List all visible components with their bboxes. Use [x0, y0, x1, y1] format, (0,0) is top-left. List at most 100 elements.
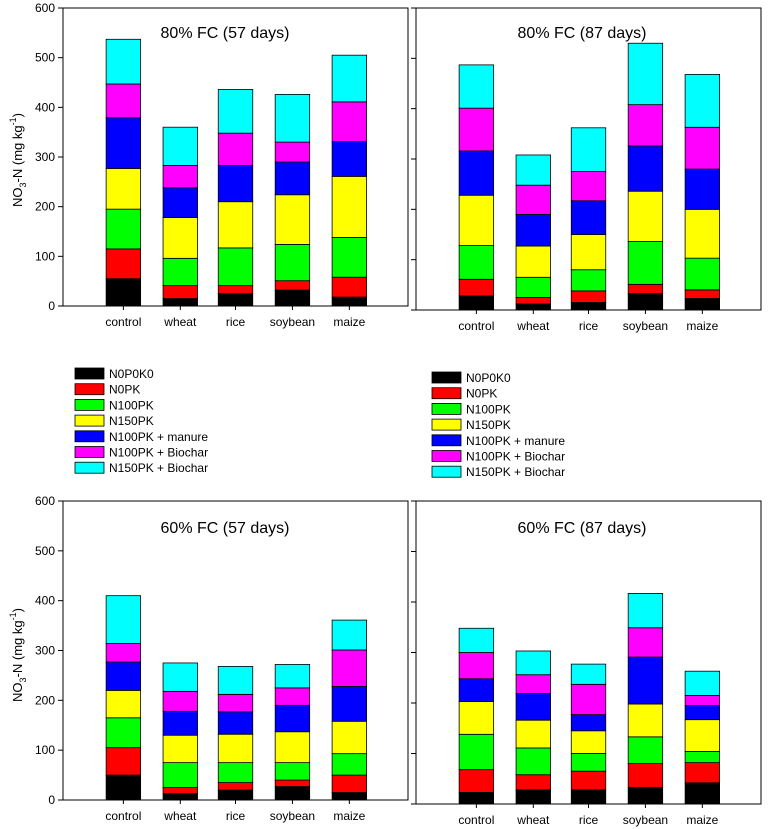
legend-swatch [74, 414, 105, 427]
bar-segment-control-3 [105, 168, 142, 210]
legend-swatch [431, 465, 462, 478]
bar-segment-rice-2 [217, 247, 254, 287]
bar-segment-rice-3 [570, 730, 607, 754]
bar-segment-rice-6 [217, 89, 254, 134]
y-tick-label: 300 [35, 150, 55, 164]
legend-swatch [74, 430, 105, 443]
bar-segment-soybean-3 [627, 703, 664, 738]
legend-swatch [431, 450, 462, 462]
x-tick-label: maize [333, 315, 365, 329]
legend-swatch [74, 383, 105, 396]
bar-segment-soybean-2 [627, 241, 664, 285]
bar-segment-soybean-4 [274, 161, 311, 196]
legend-label: N100PK + Biochar [109, 446, 208, 460]
bar-segment-rice-4 [217, 711, 254, 735]
bar-segment-wheat-0 [515, 303, 551, 311]
bar-segment-wheat-2 [515, 276, 551, 298]
bar-segment-rice-4 [570, 714, 607, 732]
x-tick-label: rice [579, 319, 599, 333]
legend-swatch [431, 418, 462, 431]
bar-segment-wheat-0 [515, 789, 551, 805]
bar-segment-soybean-3 [274, 731, 311, 764]
bar-segment-rice-2 [217, 762, 254, 783]
legend-swatch [431, 387, 462, 400]
chart-title: 60% FC (87 days) [518, 520, 647, 537]
bar-segment-control-3 [458, 194, 495, 246]
x-tick-label: soybean [623, 319, 668, 333]
bar-segment-wheat-2 [515, 747, 551, 776]
bar-segment-control-2 [458, 733, 495, 771]
x-tick-label: wheat [516, 319, 550, 333]
bar-segment-soybean-6 [627, 42, 664, 106]
y-tick-label: 300 [35, 644, 55, 658]
bar-segment-control-1 [105, 747, 142, 776]
x-tick-label: rice [579, 813, 599, 827]
bar-segment-soybean-5 [274, 687, 311, 706]
legend-label: N0PK [466, 387, 497, 401]
chart-title: 60% FC (57 days) [161, 520, 290, 537]
bar-segment-rice-4 [570, 200, 607, 235]
bar-segment-wheat-5 [515, 184, 551, 215]
bar-segment-rice-6 [570, 127, 607, 172]
y-tick-label: 400 [35, 594, 55, 608]
bar-segment-control-2 [105, 208, 142, 250]
bar-segment-maize-4 [684, 705, 720, 721]
bar-segment-maize-3 [331, 175, 368, 238]
bar-segment-maize-0 [684, 298, 720, 311]
bar-segment-rice-3 [217, 733, 254, 764]
bar-segment-maize-2 [331, 753, 368, 776]
bar-segment-wheat-5 [515, 674, 551, 694]
bar-segment-maize-2 [684, 257, 720, 291]
y-tick-label: 500 [35, 544, 55, 558]
bar-segment-rice-5 [570, 171, 607, 202]
bar-segment-maize-4 [331, 141, 368, 177]
bar-segment-maize-6 [331, 54, 368, 103]
bar-segment-soybean-4 [627, 656, 664, 705]
bar-segment-wheat-2 [162, 257, 198, 287]
bar-segment-rice-5 [570, 683, 607, 716]
chart-panels: 0 100 200 300 400 500 600 control wheat rice soybe… [35, 1, 762, 827]
bar-segment-maize-1 [684, 762, 720, 784]
bar-segment-maize-1 [331, 774, 368, 793]
bar-segment-rice-5 [217, 132, 254, 166]
x-tick-label: soybean [270, 809, 315, 823]
legend-label: N100PK [466, 402, 511, 416]
bar-segment-wheat-2 [162, 762, 198, 788]
bar-segment-rice-3 [570, 234, 607, 271]
chart-panel-3: 0 100 200 300 400 500 600 control wheat rice soybe… [35, 494, 409, 823]
bar-segment-soybean-6 [274, 94, 311, 143]
bar-segment-control-5 [458, 107, 495, 152]
legend-label: N100PK [109, 398, 154, 412]
y-tick-label: 100 [35, 743, 55, 757]
bar-segment-maize-0 [331, 296, 368, 307]
y-tick-label: 100 [35, 249, 55, 263]
x-tick-label: maize [686, 813, 718, 827]
bar-segment-wheat-6 [515, 154, 551, 186]
legend-swatch [431, 371, 462, 384]
legend-swatch [74, 398, 105, 411]
bar-segment-maize-5 [331, 101, 368, 143]
bar-segment-maize-6 [684, 74, 720, 128]
bar-segment-maize-3 [684, 719, 720, 752]
bar-segment-maize-4 [684, 168, 720, 210]
x-tick-label: soybean [623, 813, 668, 827]
bar-segment-control-5 [105, 83, 142, 119]
x-tick-label: control [105, 809, 141, 823]
x-tick-label: rice [226, 315, 246, 329]
bar-segment-maize-5 [684, 126, 720, 170]
bar-segment-control-2 [105, 717, 142, 749]
bar-segment-maize-1 [684, 289, 720, 299]
x-tick-label: control [458, 813, 494, 827]
bar-segment-control-2 [458, 245, 495, 280]
bar-segment-wheat-6 [162, 126, 198, 166]
bar-segment-soybean-1 [274, 280, 311, 291]
legend-label: N100PK + Biochar [466, 450, 565, 464]
bar-segment-control-4 [458, 678, 495, 702]
bar-segment-wheat-3 [162, 734, 198, 764]
bar-segment-rice-2 [570, 269, 607, 292]
legend-swatch [74, 446, 105, 458]
legend-swatch [74, 461, 105, 474]
bar-segment-soybean-1 [627, 763, 664, 788]
bar-segment-rice-0 [570, 302, 607, 311]
